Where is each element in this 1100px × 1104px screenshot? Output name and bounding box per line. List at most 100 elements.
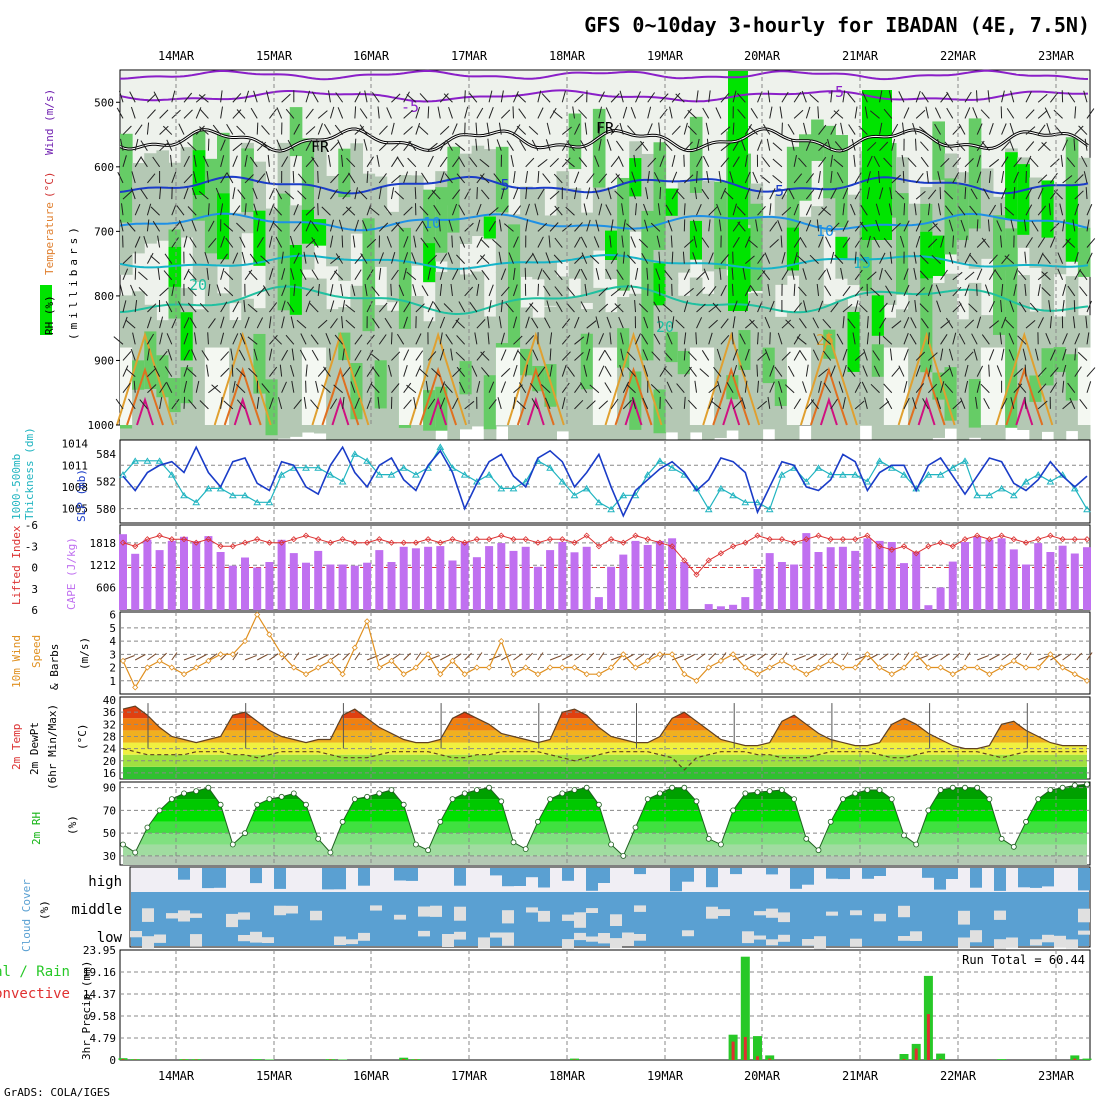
rh-marker: [914, 842, 919, 847]
rh-band-mid: [666, 332, 679, 362]
rh-band-mid: [617, 328, 630, 367]
rh-marker: [1085, 782, 1090, 787]
cape-bar: [400, 547, 408, 610]
rh-marker: [950, 785, 955, 790]
rh-marker: [267, 797, 272, 802]
rh-band-dry: [399, 348, 412, 425]
bottom-date-label: 15MAR: [256, 1069, 293, 1083]
lifted-tick-label: 0: [31, 562, 38, 575]
wind10-frame: [120, 612, 1090, 694]
lifted-tick-label: -3: [25, 540, 38, 553]
wind-barb: [232, 365, 233, 377]
bottom-date-label: 16MAR: [353, 1069, 390, 1083]
precip-convective-bar: [903, 1059, 906, 1060]
cape-bar: [314, 551, 322, 610]
rh-band-mid: [654, 389, 667, 433]
cloud-low: [910, 931, 922, 941]
rh-band-mid: [932, 121, 945, 179]
cape-bar: [729, 605, 737, 610]
cape-bar: [632, 541, 640, 610]
temp-tick-label: 28: [103, 730, 116, 743]
rh-marker: [645, 797, 650, 802]
cloud-high: [922, 868, 934, 878]
top-date-label: 15MAR: [256, 49, 293, 63]
wind-barb: [293, 171, 294, 183]
rh-marker: [1072, 783, 1077, 788]
cloud-middle: [826, 912, 838, 916]
bottom-date-label: 20MAR: [744, 1069, 781, 1083]
contour-label: FR: [311, 138, 330, 156]
cloud-high: [634, 868, 646, 874]
rh-marker: [657, 791, 662, 796]
cape-bar: [949, 562, 957, 610]
rh-marker: [682, 785, 687, 790]
cloud-middle: [610, 914, 622, 926]
cape-bar: [534, 567, 542, 610]
cloud-high: [274, 868, 286, 889]
cloud-middle: [370, 905, 382, 910]
cape-bar: [217, 552, 225, 610]
cloud-high: [1078, 868, 1090, 890]
rh-band-mid: [569, 114, 582, 170]
rh-band-mid: [363, 218, 376, 331]
wind-barb: [684, 155, 685, 167]
rh-marker: [889, 797, 894, 802]
cape-bar: [851, 551, 859, 610]
bottom-date-label: 22MAR: [940, 1069, 977, 1083]
cape-bar: [924, 605, 932, 610]
cloud-low: [802, 939, 814, 946]
rh-band-mid: [969, 379, 982, 428]
temp-unit-label: (°C): [43, 172, 56, 199]
bottom-date-label: 19MAR: [647, 1069, 684, 1083]
rh-marker: [169, 797, 174, 802]
rh-band-high: [484, 217, 497, 239]
cape-bar: [973, 537, 981, 610]
rh-band-light: [350, 143, 363, 233]
cloud-middle: [238, 912, 250, 919]
bottom-date-label: 18MAR: [549, 1069, 586, 1083]
top-date-label: 22MAR: [940, 49, 977, 63]
rh-marker: [1048, 788, 1053, 793]
cape-bar: [485, 546, 493, 610]
precip-convective-bar: [732, 1042, 735, 1060]
cloud-middle: [1078, 909, 1090, 923]
rh-marker: [865, 788, 870, 793]
precip-convective-bar: [756, 1056, 759, 1060]
cape-bar: [766, 553, 774, 610]
contour-label: -5: [766, 182, 784, 200]
thickness-tick-label: 584: [96, 448, 116, 461]
cape-bar: [998, 538, 1006, 610]
wind-barb: [1001, 203, 1002, 215]
cloud-middle: [454, 907, 466, 921]
cloud-low: [478, 937, 490, 948]
rh-marker: [816, 848, 821, 853]
precip-unit: 3hr Precip (mm): [80, 961, 93, 1060]
cloud-low: [250, 932, 262, 943]
rh-marker: [999, 836, 1004, 841]
cloud-low: [154, 935, 166, 943]
cloud-high: [790, 868, 802, 889]
cloud-middle: [574, 912, 586, 928]
cape-bar: [558, 542, 566, 610]
cloud-high: [538, 868, 550, 888]
cloud-low: [958, 938, 970, 949]
rh-marker: [963, 785, 968, 790]
rh-band-light: [338, 191, 351, 281]
wind-barb: [318, 171, 319, 183]
cape-bar: [607, 567, 615, 610]
cape-bar: [265, 562, 273, 610]
rh-marker: [255, 802, 260, 807]
precip-total-bar: [1083, 1059, 1092, 1060]
cape-bar: [461, 542, 469, 610]
rh-band-mid: [1042, 348, 1055, 385]
cloud-low: [778, 935, 790, 942]
cape-bar: [449, 561, 457, 611]
precip-total-label: Total / Rain: [0, 964, 70, 980]
slp-label: SLP (mb): [75, 469, 88, 522]
cape-bar: [1083, 547, 1091, 610]
rh-band-dry: [787, 348, 800, 425]
rh-marker: [755, 790, 760, 795]
rh-band-high: [835, 237, 848, 259]
